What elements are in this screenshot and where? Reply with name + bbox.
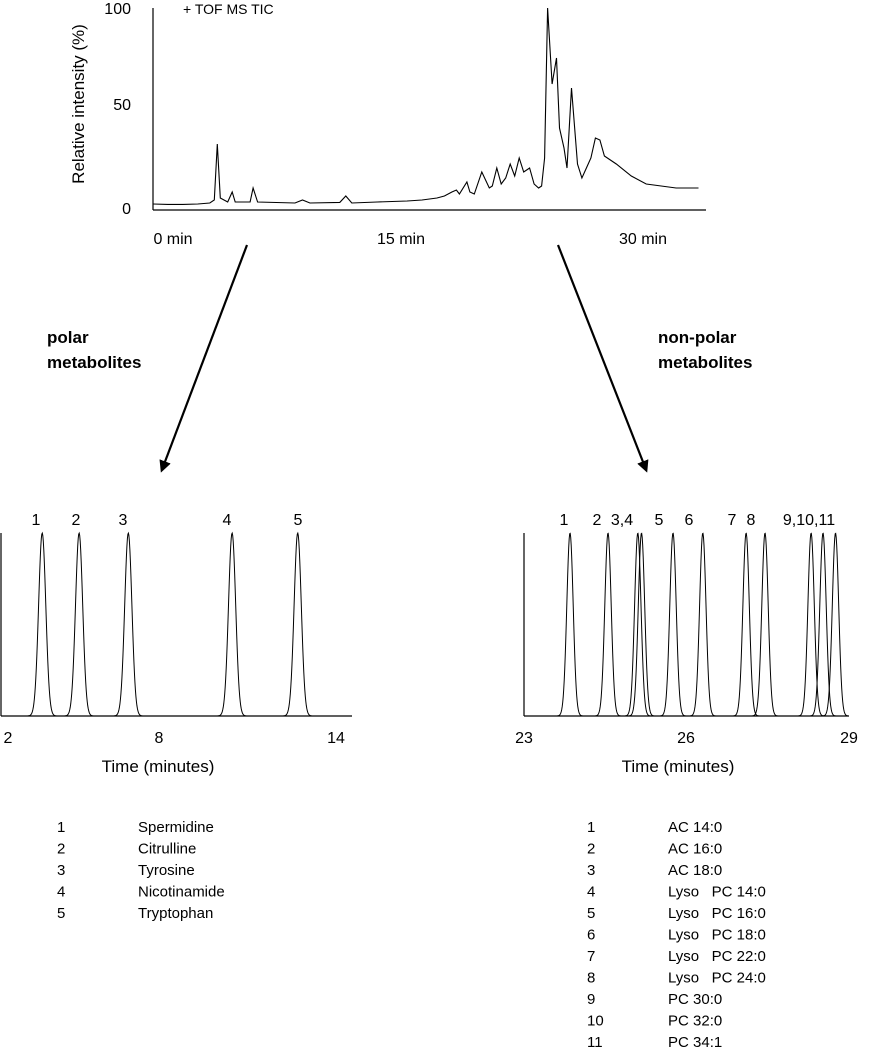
nonpolar-peak-1 [557,532,583,717]
nonpolar-peak-2 [595,532,621,717]
nonpolar-peak-4 [628,532,655,717]
polar-xtick-14: 14 [327,730,345,747]
nonpolar-legend-number: 11 [587,1034,603,1050]
nonpolar-xtick-23: 23 [515,730,533,747]
nonpolar-peak-label: 5 [655,512,664,529]
nonpolar-legend-name: PC 30:0 [668,991,722,1008]
nonpolar-peak-10 [810,532,836,717]
polar-peak-label: 5 [294,512,303,529]
polar-legend-name: Tyrosine [138,862,195,879]
polar-peak-label: 4 [223,512,232,529]
nonpolar-chromatogram: 23 26 29 Time (minutes) 1 2 3,4 5 6 7 8 … [515,512,858,776]
polar-legend-name: Tryptophan [138,905,213,922]
nonpolar-legend-number: 2 [587,841,595,858]
tic-series-line [152,7,699,205]
nonpolar-legend-name: Lyso PC 16:0 [668,905,766,922]
nonpolar-legend-name: PC 32:0 [668,1013,722,1030]
nonpolar-legend-number: 6 [587,927,595,944]
polar-legend-number: 3 [57,862,65,879]
tic-xtick-0: 0 min [153,231,192,248]
nonpolar-legend-name: Lyso PC 22:0 [668,948,766,965]
polar-annotation-line1: polar [47,328,89,347]
nonpolar-peak-11 [822,532,849,717]
nonpolar-legend-name: AC 18:0 [668,862,722,879]
tic-ytick-100: 100 [104,1,131,18]
nonpolar-peak-label: 7 [728,512,737,529]
polar-legend-number: 4 [57,884,65,901]
nonpolar-annotation-line1: non-polar [658,328,737,347]
tic-ytick-0: 0 [122,201,131,218]
nonpolar-peak-8 [752,532,778,717]
tic-chart: 100 50 0 Relative intensity (%) + TOF MS… [69,1,706,248]
nonpolar-legend-number: 3 [587,862,595,879]
polar-legend-name: Citrulline [138,841,196,858]
polar-peak-4 [217,531,247,717]
polar-chromatogram: 2 8 14 Time (minutes) 1 2 3 4 5 [0,512,352,776]
polar-legend-number: 5 [57,905,65,922]
polar-legend-number: 2 [57,841,65,858]
tic-ylabel: Relative intensity (%) [69,24,88,184]
nonpolar-legend-number: 5 [587,905,595,922]
polar-legend-name: Nicotinamide [138,884,225,901]
polar-xtick-2: 2 [4,730,13,747]
nonpolar-legend-number: 9 [587,991,595,1008]
nonpolar-legend-number: 1 [587,819,595,836]
nonpolar-legend-name: AC 16:0 [668,841,722,858]
nonpolar-peak-label: 8 [747,512,756,529]
nonpolar-peak-3 [625,532,651,717]
polar-peak-label: 1 [32,512,41,529]
nonpolar-peak-label: 2 [593,512,602,529]
nonpolar-peak-6 [690,532,716,717]
polar-peak-1 [27,531,57,717]
nonpolar-annotation-line2: metabolites [658,353,752,372]
nonpolar-legend: 1 AC 14:0 2 AC 16:0 3 AC 18:0 4 Lyso PC 14:0 5 Ly… [587,819,766,1050]
nonpolar-legend-name: Lyso PC 24:0 [668,970,766,987]
nonpolar-legend-name: Lyso PC 14:0 [668,884,766,901]
nonpolar-legend-number: 7 [587,948,595,965]
arrow-to-nonpolar [556,244,649,473]
nonpolar-legend-number: 8 [587,970,595,987]
nonpolar-legend-name: AC 14:0 [668,819,722,836]
nonpolar-peak-5 [660,532,686,717]
nonpolar-peak-label: 3,4 [611,512,633,529]
nonpolar-legend-number: 10 [587,1013,604,1030]
polar-legend-number: 1 [57,819,65,836]
nonpolar-legend-name: Lyso PC 18:0 [668,927,766,944]
polar-legend-name: Spermidine [138,819,214,836]
polar-peak-2 [64,531,94,717]
nonpolar-xtick-29: 29 [840,730,858,747]
nonpolar-peak-7 [733,532,759,717]
nonpolar-peak-label: 9,10,11 [783,512,835,529]
tic-ytick-50: 50 [113,97,131,114]
polar-peak-label: 3 [119,512,128,529]
tic-xtick-15: 15 min [377,231,425,248]
polar-xlabel: Time (minutes) [102,757,215,776]
polar-annotation-line2: metabolites [47,353,141,372]
polar-peak-label: 2 [72,512,81,529]
polar-legend: 1 Spermidine 2 Citrulline 3 Tyrosine 4 Nicotina… [57,819,225,922]
nonpolar-xlabel: Time (minutes) [622,757,735,776]
tic-series-label: + TOF MS TIC [183,1,274,17]
nonpolar-legend-name: PC 34:1 [668,1034,722,1050]
polar-peak-3 [113,531,143,717]
nonpolar-peak-label: 1 [560,512,569,529]
arrow-to-polar [159,244,249,473]
nonpolar-peak-9 [798,532,824,717]
nonpolar-peak-label: 6 [685,512,694,529]
tic-xtick-30: 30 min [619,231,667,248]
polar-xtick-8: 8 [155,730,164,747]
polar-peak-5 [283,531,312,717]
nonpolar-legend-number: 4 [587,884,595,901]
nonpolar-xtick-26: 26 [677,730,695,747]
